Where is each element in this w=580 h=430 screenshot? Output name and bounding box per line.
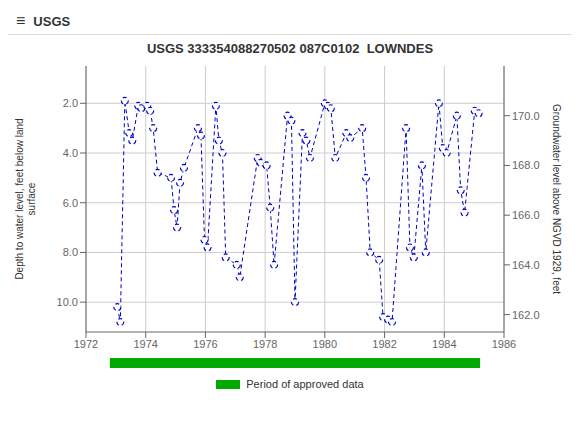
svg-text:1980: 1980 [313,338,337,350]
svg-text:6.0: 6.0 [63,197,78,209]
svg-text:10.0: 10.0 [57,296,78,308]
svg-text:Groundwater level above NGVD 1: Groundwater level above NGVD 1929, feet [551,104,562,294]
svg-text:166.0: 166.0 [512,209,540,221]
svg-text:1976: 1976 [193,338,217,350]
html-text:USGS 333354088270502 087C0102: USGS 333354088270502 087C0102 LOWNDES [146,41,434,56]
svg-text:8.0: 8.0 [63,246,78,258]
svg-text:164.0: 164.0 [512,259,540,271]
svg-text:2.0: 2.0 [63,97,78,109]
svg-text:4.0: 4.0 [63,147,78,159]
svg-text:168.0: 168.0 [512,159,540,171]
svg-text:1972: 1972 [74,338,98,350]
svg-text:1986: 1986 [492,338,516,350]
svg-text:1978: 1978 [253,338,277,350]
svg-text:1982: 1982 [372,338,396,350]
svg-text:1974: 1974 [133,338,157,350]
svg-text:1984: 1984 [432,338,456,350]
svg-text:162.0: 162.0 [512,309,540,321]
svg-text:170.0: 170.0 [512,110,540,122]
svg-text:Depth to water level, feet bel: Depth to water level, feet below landsur… [14,118,37,279]
html-text:Period of approved data: Period of approved data [246,378,364,390]
html-text:USGS: USGS [33,13,71,29]
